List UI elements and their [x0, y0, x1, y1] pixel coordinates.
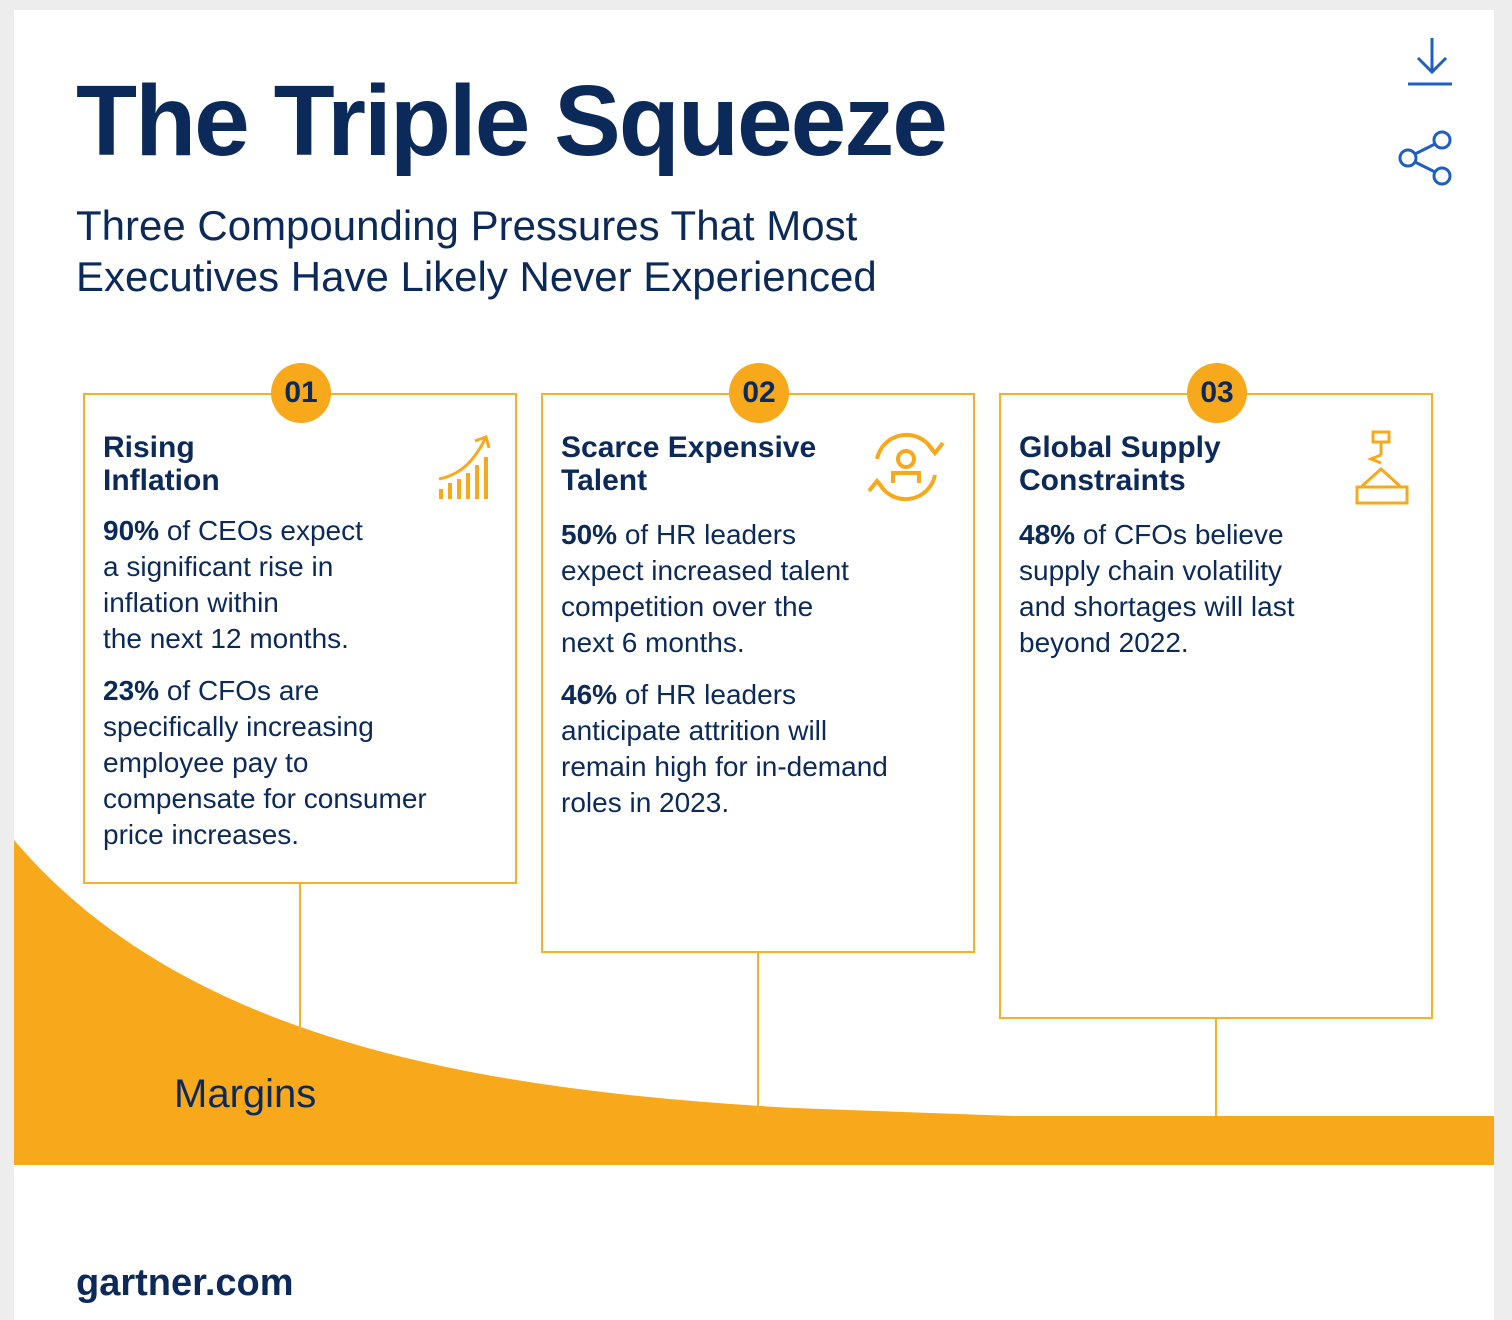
stat-value: 50%: [561, 519, 618, 550]
stat-line: specifically increasing: [103, 711, 374, 742]
stat-text: of CFOs are: [159, 675, 320, 706]
download-icon: [1408, 38, 1458, 86]
stat-value: 90%: [103, 515, 160, 546]
share-button[interactable]: [1394, 128, 1454, 188]
stat-line: employee pay to: [103, 747, 309, 778]
rising-chart-icon: [438, 435, 491, 499]
card-number-badge: 02: [729, 363, 789, 423]
stat-line: a significant rise in: [103, 551, 334, 582]
infographic-page: The Triple Squeeze Three Compounding Pre…: [14, 10, 1494, 1320]
stat-line: remain high for in-demand: [561, 751, 888, 782]
stat-line: competition over the: [561, 591, 814, 622]
card-rising-inflation: 01 Rising Inflation 90% of CEOs expect a…: [83, 363, 517, 884]
stat-block: 50% of HR leaders expect increased talen…: [561, 517, 961, 661]
stat-line: roles in 2023.: [561, 787, 730, 818]
stat-line: supply chain volatility: [1019, 555, 1283, 586]
talent-cycle-icon: [867, 432, 945, 502]
card-title: Rising Inflation: [103, 431, 423, 497]
stat-block: 46% of HR leaders anticipate attrition w…: [561, 677, 961, 821]
stat-line: next 6 months.: [561, 627, 745, 658]
subtitle-line-2: Executives Have Likely Never Experienced: [76, 253, 877, 300]
card-title-line-2: Inflation: [103, 464, 220, 497]
stat-value: 23%: [103, 675, 160, 706]
card-scarce-expensive-talent: 02 Scarce Expensive Talent 50% of HR lea…: [541, 363, 975, 953]
stat-value: 46%: [561, 679, 618, 710]
stat-line: and shortages will last: [1019, 591, 1295, 622]
card-title-line-1: Global Supply: [1019, 431, 1221, 464]
stat-text: of HR leaders: [617, 519, 797, 550]
stat-line: price increases.: [103, 819, 300, 850]
card-title-line-2: Talent: [561, 464, 648, 497]
stat-text: of CEOs expect: [159, 515, 363, 546]
stat-line: inflation within: [103, 587, 279, 618]
stat-line: beyond 2022.: [1019, 627, 1189, 658]
card-number-badge: 03: [1187, 363, 1247, 423]
margins-label: Margins: [174, 1072, 317, 1116]
subtitle-line-1: Three Compounding Pressures That Most: [76, 202, 858, 249]
card-title-line-1: Scarce Expensive: [561, 431, 817, 464]
stat-text: of HR leaders: [617, 679, 797, 710]
page-title: The Triple Squeeze: [76, 65, 948, 177]
margins-curve: [14, 840, 1494, 1165]
share-icon: [1398, 130, 1452, 186]
card-number-badge: 01: [271, 363, 331, 423]
stat-value: 48%: [1019, 519, 1076, 550]
stat-text: of CFOs believe: [1075, 519, 1284, 550]
stat-line: expect increased talent: [561, 555, 849, 586]
page-subtitle: Three Compounding Pressures That Most Ex…: [76, 200, 877, 302]
stat-block: 23% of CFOs are specifically increasing …: [103, 673, 503, 853]
footer-source-link[interactable]: gartner.com: [76, 1262, 294, 1304]
stat-block: 90% of CEOs expect a significant rise in…: [103, 513, 503, 657]
card-title: Scarce Expensive Talent: [561, 431, 881, 497]
stat-block: 48% of CFOs believe supply chain volatil…: [1019, 517, 1419, 661]
crane-cargo-icon: [1355, 430, 1409, 505]
card-title-line-1: Rising: [103, 431, 195, 464]
stat-line: the next 12 months.: [103, 623, 349, 654]
stat-line: compensate for consumer: [103, 783, 427, 814]
card-global-supply-constraints: 03 Global Supply Constraints 48% of CFOs…: [999, 363, 1433, 1019]
stat-line: anticipate attrition will: [561, 715, 828, 746]
download-button[interactable]: [1392, 34, 1458, 90]
card-title-line-2: Constraints: [1019, 464, 1186, 497]
card-title: Global Supply Constraints: [1019, 431, 1339, 497]
